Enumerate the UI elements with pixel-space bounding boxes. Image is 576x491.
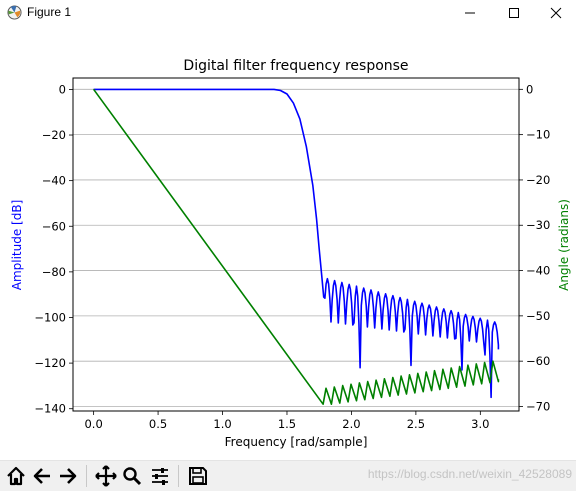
y-axis-label-right: Angle (radians) xyxy=(557,199,571,291)
x-tick-label: 2.0 xyxy=(342,417,360,431)
x-tick-label: 0.5 xyxy=(149,417,167,431)
maximize-icon xyxy=(509,8,519,18)
back-button[interactable] xyxy=(30,464,54,488)
chart-title: Digital filter frequency response xyxy=(183,58,408,74)
y2-tick-label: −10 xyxy=(526,128,550,142)
y2-tick-label: −60 xyxy=(526,354,550,368)
zoom-icon xyxy=(123,467,142,486)
frequency-response-chart: 0.0 0.5 1.0 1.5 2.0 2.5 3.0 0−20−40−60−80−100−… xyxy=(10,58,571,449)
y2-tick-label: −20 xyxy=(526,173,550,187)
amplitude-series-layer xyxy=(93,88,500,399)
y-tick-label: −40 xyxy=(42,174,66,188)
y-tick-label: −140 xyxy=(34,402,66,416)
pan-button[interactable] xyxy=(94,464,118,488)
toolbar-separator xyxy=(178,465,179,487)
angle-line xyxy=(92,88,500,405)
angle-series-layer xyxy=(92,88,500,405)
y-axis-label-left: Amplitude [dB] xyxy=(10,200,24,291)
close-button[interactable] xyxy=(536,0,576,26)
pan-icon xyxy=(95,465,117,487)
home-button[interactable] xyxy=(4,464,28,488)
y-tick-label: −120 xyxy=(34,356,66,370)
y2-tick-label: −50 xyxy=(526,309,550,323)
navigation-toolbar: https://blog.csdn.net/weixin_42528089 xyxy=(0,460,576,491)
grid-layer xyxy=(73,88,519,407)
y-tick-label: −80 xyxy=(42,265,66,279)
plot-frame xyxy=(72,77,520,412)
amplitude-line xyxy=(93,88,500,399)
x-tick-label: 1.5 xyxy=(278,417,296,431)
save-button[interactable] xyxy=(186,464,210,488)
y2-tick-label: −30 xyxy=(526,218,550,232)
forward-button[interactable] xyxy=(56,464,80,488)
maximize-button[interactable] xyxy=(494,0,534,26)
y-left-tick-layer: 0 −20 −40 −60 −80 −100 −120 −140 xyxy=(34,82,73,416)
y2-tick-label: −40 xyxy=(526,264,550,278)
x-tick-label: 3.0 xyxy=(471,417,489,431)
close-icon xyxy=(550,7,562,19)
forward-arrow-icon xyxy=(60,468,77,484)
figure-canvas: 0.0 0.5 1.0 1.5 2.0 2.5 3.0 0 −20 −40 −60 −80 −100−… xyxy=(0,26,576,460)
x-tick-label: 1.0 xyxy=(213,417,231,431)
title-bar: Figure 1 xyxy=(0,0,576,26)
y2-tick-label: 0 xyxy=(526,82,533,96)
configure-subplots-button[interactable] xyxy=(148,464,172,488)
y-tick-label: −20 xyxy=(42,128,66,142)
y2-tick-label: −70 xyxy=(526,399,550,413)
watermark-text: https://blog.csdn.net/weixin_42528089 xyxy=(367,467,572,481)
y-right-tick-layer: 0 −10 −20 −30 −40 −50 −60 −70 xyxy=(519,82,550,413)
home-icon xyxy=(7,466,25,486)
minimize-icon xyxy=(465,12,475,14)
y-tick-label: −60 xyxy=(42,219,66,233)
window-title: Figure 1 xyxy=(27,5,72,19)
zoom-button[interactable] xyxy=(120,464,144,488)
y-tick-label: −100 xyxy=(34,310,66,324)
x-axis-label: Frequency [rad/sample] xyxy=(225,435,368,449)
configure-subplots-icon xyxy=(152,468,168,485)
y-tick-label: 0 xyxy=(59,82,66,96)
x-tick-label: 2.5 xyxy=(407,417,425,431)
minimize-button[interactable] xyxy=(450,0,490,26)
save-icon xyxy=(189,467,207,485)
back-arrow-icon xyxy=(33,468,50,484)
toolbar-separator xyxy=(86,465,87,487)
matplotlib-app-icon xyxy=(7,5,22,20)
x-tick-layer: 0.0 0.5 1.0 1.5 2.0 2.5 3.0 xyxy=(84,411,489,431)
x-tick-label: 0.0 xyxy=(84,417,102,431)
